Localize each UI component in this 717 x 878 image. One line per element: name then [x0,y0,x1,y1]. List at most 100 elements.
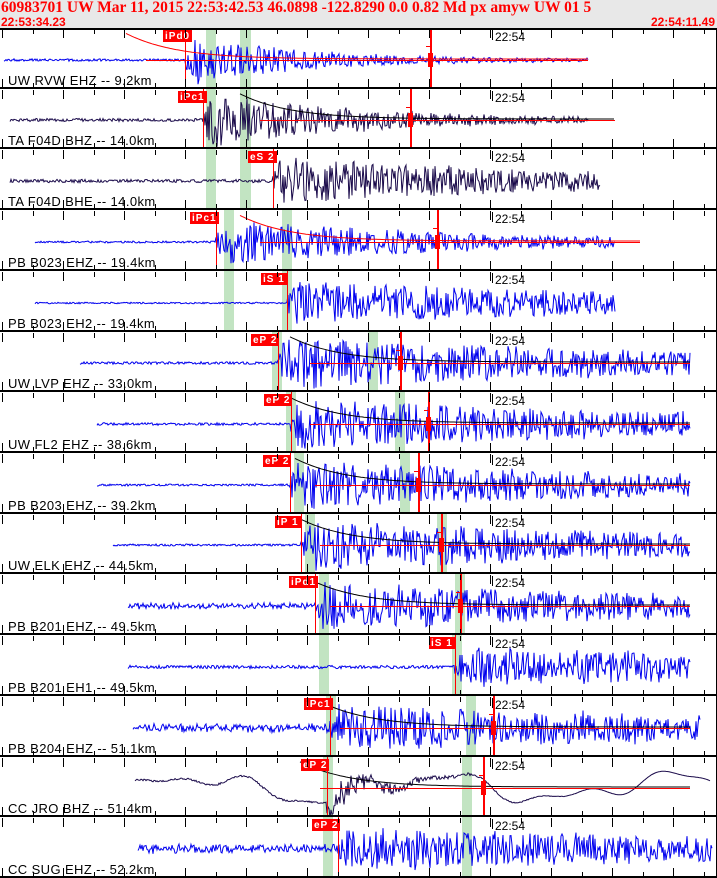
trace-panel[interactable]: iPd1 22:54 PB B201 EHZ -- 49.5km [0,574,717,635]
trace-stack[interactable]: iPd0 22:54 UW RVW EHZ -- 9.2km iPc1 22:54 TA … [0,28,717,878]
trace-panel[interactable]: eP 2 22:54 CC JRO BHZ -- 51.4km [0,757,717,817]
phase-pick-label[interactable]: eP 2 [263,455,292,467]
axis-tick [2,200,3,209]
phase-pick-label[interactable]: eP 2 [301,759,330,771]
trace-panel[interactable]: eP 2 22:54 UW FL2 EHZ -- 38.6km [0,392,717,453]
axis-tick [460,83,461,88]
amplitude-marker[interactable] [439,538,444,552]
station-channel-label[interactable]: TA F04D BHE -- 14.0km [8,194,156,209]
phase-pick-line[interactable] [291,392,292,453]
trace-panel[interactable]: iPc1 22:54 TA F04D BHZ -- 14.0km [0,89,717,149]
axis-tick [521,29,522,34]
station-channel-label[interactable]: TA F04D BHZ -- 14.0km [8,133,155,148]
station-channel-label[interactable]: PB B203 EHZ -- 39.2km [8,498,156,513]
trace-panel[interactable]: iP 1 22:54 UW ELK EHZ -- 44.5km [0,514,717,574]
axis-tick [490,211,491,220]
axis-tick [399,454,400,459]
trace-panel[interactable]: eP 2 22:54 PB B203 EHZ -- 39.2km [0,453,717,514]
station-channel-label[interactable]: PB B204 EHZ -- 51.1km [8,741,156,756]
axis-tick [490,868,491,877]
axis-tick [307,333,308,342]
trace-panel[interactable]: iPc1 22:54 PB B023 EHZ -- 19.4km [0,210,717,271]
phase-pick-line[interactable] [455,635,456,696]
trace-panel[interactable]: iPd0 22:54 UW RVW EHZ -- 9.2km [0,28,717,89]
phase-pick-label[interactable]: iS 1 [429,637,455,649]
phase-pick-line[interactable] [287,271,288,332]
trace-panel[interactable]: eP 2 22:54 UW LVP EHZ -- 33.0km [0,332,717,392]
axis-tick [33,90,34,95]
phase-pick-label[interactable]: iPd0 [163,30,193,42]
station-channel-label[interactable]: PB B023 EH2 -- 19.4km [8,316,156,331]
phase-pick-label[interactable]: eP 2 [312,819,341,831]
axis-tick [246,818,247,827]
axis-tick [551,211,552,220]
amplitude-marker[interactable] [481,781,486,795]
phase-pick-line[interactable] [330,696,331,757]
waveform-trace [9,157,601,203]
phase-pick-label[interactable]: eP 2 [251,334,280,346]
trace-panel[interactable]: iS 1 22:54 PB B201 EH1 -- 49.5km [0,635,717,696]
station-channel-label[interactable]: PB B023 EHZ -- 19.4km [8,255,156,270]
axis-tick [185,758,186,767]
axis-tick [399,515,400,520]
amplitude-marker[interactable] [426,417,431,431]
axis-tick [521,143,522,148]
phase-pick-label[interactable]: eS 2 [248,151,277,163]
axis-tick [124,261,125,270]
phase-pick-label[interactable]: iPc1 [304,698,333,710]
station-channel-label[interactable]: CC SUG EHZ -- 52.2km [8,862,155,877]
phase-pick-line[interactable] [301,514,302,574]
station-channel-label[interactable]: PB B201 EHZ -- 49.5km [8,619,156,634]
trace-panel[interactable]: iPc1 22:54 PB B204 EHZ -- 51.1km [0,696,717,757]
phase-pick-line[interactable] [278,332,279,392]
trace-panel[interactable]: eP 2 22:54 CC SUG EHZ -- 52.2km [0,817,717,878]
phase-pick-line[interactable] [327,757,328,817]
phase-pick-line[interactable] [185,28,186,89]
amplitude-marker[interactable] [458,599,463,613]
amplitude-marker[interactable] [428,53,433,67]
station-channel-label[interactable]: PB B201 EH1 -- 49.5km [8,680,156,695]
phase-pick-label[interactable]: iPc1 [178,91,207,103]
amplitude-tick [406,107,411,108]
phase-pick-label[interactable]: iS 1 [261,273,287,285]
amplitude-marker[interactable] [408,113,413,127]
phase-pick-line[interactable] [203,89,204,149]
station-channel-label[interactable]: UW RVW EHZ -- 9.2km [8,73,152,88]
amplitude-marker[interactable] [416,478,421,492]
trace-panel[interactable]: eS 2 22:54 TA F04D BHE -- 14.0km [0,149,717,210]
axis-tick [429,200,430,209]
axis-tick [582,811,583,816]
station-channel-label[interactable]: UW ELK EHZ -- 44.5km [8,558,154,573]
axis-tick [185,807,186,816]
event-summary-line: 60983701 UW Mar 11, 2015 22:53:42.53 46.… [1,0,592,16]
phase-pick-line[interactable] [273,149,274,210]
time-axis-tick [492,759,493,769]
phase-pick-label[interactable]: iPd1 [289,576,319,588]
axis-tick [521,447,522,452]
amplitude-marker[interactable] [435,235,440,249]
phase-pick-line[interactable] [338,817,339,878]
amplitude-marker[interactable] [491,721,496,735]
panel-top-axis [0,28,717,30]
trace-panel[interactable]: iS 1 22:54 PB B023 EH2 -- 19.4km [0,271,717,332]
phase-pick-label[interactable]: eP 2 [264,394,293,406]
phase-pick-line[interactable] [216,210,217,271]
phase-pick-line[interactable] [315,574,316,635]
amplitude-tick [426,46,431,47]
axis-tick [155,697,156,702]
station-channel-label[interactable]: UW FL2 EHZ -- 38.6km [8,437,152,452]
axis-tick [368,747,369,756]
phase-pick-label[interactable]: iPc1 [190,212,219,224]
phase-pick-label[interactable]: iP 1 [275,516,301,528]
axis-tick [399,636,400,641]
axis-tick [521,811,522,816]
station-channel-label[interactable]: CC JRO BHZ -- 51.4km [8,801,153,816]
amplitude-marker[interactable] [398,356,403,370]
amplitude-tick [456,592,461,593]
axis-tick [368,818,369,827]
phase-pick-line[interactable] [290,453,291,514]
axis-tick [246,333,247,342]
station-channel-label[interactable]: UW LVP EHZ -- 33.0km [8,376,153,391]
amplitude-tick [489,714,494,715]
time-axis-tick [492,576,493,586]
